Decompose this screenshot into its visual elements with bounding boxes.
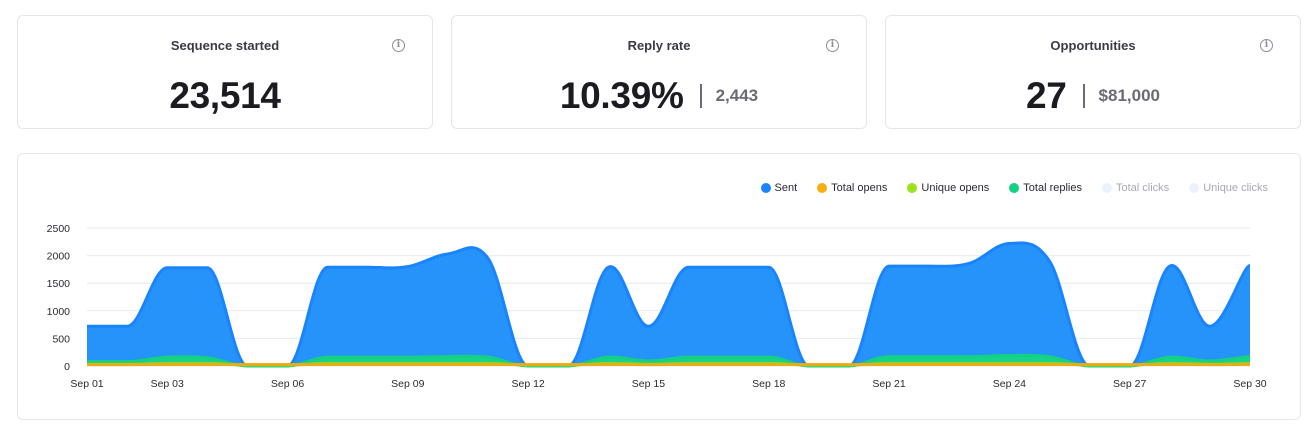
- stat-divider: [699, 84, 702, 108]
- x-tick-label: Sep 09: [391, 378, 424, 390]
- x-tick-label: Sep 15: [632, 378, 665, 390]
- stat-value: 27: [1025, 75, 1067, 116]
- stat-card-reply-rate: Reply rate i 10.39% 2,443: [451, 15, 867, 129]
- area-sent: [87, 242, 1250, 366]
- legend-label: Sent: [774, 182, 798, 194]
- info-icon[interactable]: i: [826, 39, 839, 52]
- legend-item-sent[interactable]: Sent: [760, 182, 798, 194]
- x-tick-label: Sep 03: [151, 378, 184, 390]
- y-tick-label: 1000: [47, 306, 71, 318]
- legend-item-unique-clicks[interactable]: Unique clicks: [1189, 182, 1268, 194]
- stat-card-opportunities: Opportunities i 27 $81,000: [885, 15, 1301, 129]
- x-tick-label: Sep 06: [271, 378, 304, 390]
- y-tick-label: 2500: [47, 223, 71, 235]
- legend-item-unique-opens[interactable]: Unique opens: [907, 182, 989, 194]
- info-icon[interactable]: i: [392, 39, 405, 52]
- stat-value: 10.39%: [559, 75, 684, 116]
- legend-label: Total replies: [1023, 182, 1082, 194]
- y-tick-label: 500: [52, 333, 70, 345]
- legend-dot: [760, 183, 771, 193]
- x-tick-label: Sep 01: [70, 378, 103, 390]
- stat-title: Reply rate: [627, 38, 691, 53]
- stat-sub-value: 2,443: [715, 86, 759, 105]
- x-tick-label: Sep 27: [1113, 378, 1146, 390]
- stat-title: Opportunities: [1050, 38, 1136, 53]
- legend-label: Unique clicks: [1203, 182, 1268, 194]
- stat-title: Sequence started: [170, 38, 280, 53]
- activity-chart-card: Sent Total opens Unique opens Total repl…: [17, 153, 1301, 420]
- stat-value-row: 10.39% 2,443: [452, 74, 866, 118]
- stat-card-sequence-started: Sequence started i 23,514: [17, 15, 433, 129]
- legend-dot: [907, 183, 918, 193]
- legend-item-total-replies[interactable]: Total replies: [1009, 182, 1082, 194]
- x-tick-label: Sep 21: [872, 378, 905, 390]
- y-tick-label: 0: [64, 361, 70, 373]
- legend-item-total-clicks[interactable]: Total clicks: [1102, 182, 1169, 194]
- y-tick-label: 2000: [47, 251, 71, 263]
- legend-item-total-opens[interactable]: Total opens: [817, 182, 887, 194]
- legend-label: Unique opens: [921, 182, 990, 194]
- y-tick-label: 1500: [47, 278, 71, 290]
- stat-value-row: 27 $81,000: [886, 74, 1300, 118]
- x-tick-label: Sep 18: [752, 378, 785, 390]
- stat-value-row: 23,514: [18, 74, 432, 118]
- legend-label: Total clicks: [1116, 182, 1170, 194]
- x-tick-label: Sep 24: [993, 378, 1026, 390]
- chart-legend: Sent Total opens Unique opens Total repl…: [760, 182, 1268, 194]
- x-tick-label: Sep 12: [511, 378, 544, 390]
- legend-dot: [1009, 183, 1020, 193]
- stat-divider: [1082, 84, 1085, 108]
- activity-area-chart: 0 500 1000 1500 2000 2500 Sep 01 Sep 03 Sep 06 S…: [47, 223, 1267, 390]
- legend-label: Total opens: [831, 182, 888, 194]
- legend-dot: [1189, 183, 1200, 193]
- legend-dot: [1102, 183, 1112, 193]
- stat-sub-value: $81,000: [1098, 86, 1160, 105]
- info-icon[interactable]: i: [1260, 39, 1273, 52]
- stat-value: 23,514: [169, 75, 281, 116]
- legend-dot: [817, 183, 828, 193]
- x-tick-label: Sep 30: [1233, 378, 1266, 390]
